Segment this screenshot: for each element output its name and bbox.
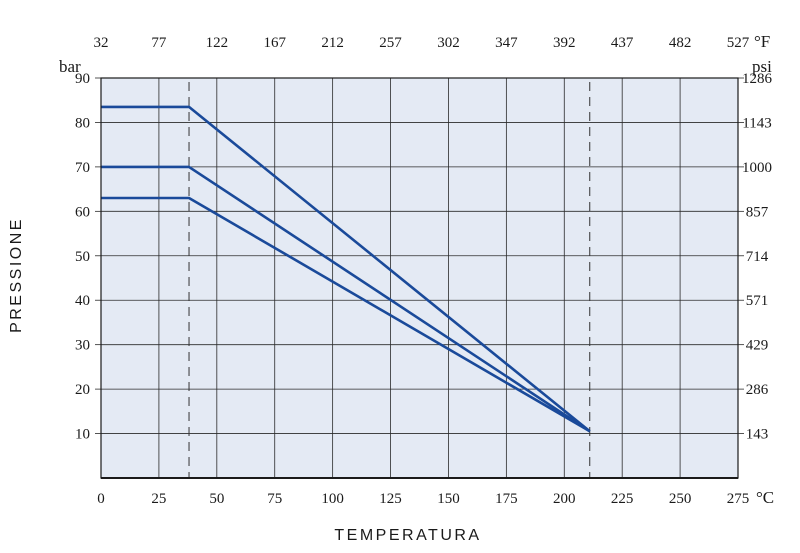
series-lines: [101, 105, 591, 433]
x-tick-label: 125: [379, 491, 402, 507]
x-top-tick-label: 437: [611, 35, 634, 51]
x-top-tick-label: 122: [206, 35, 229, 51]
y-tick-label: 40: [75, 293, 90, 309]
x-top-tick-label: 167: [263, 35, 286, 51]
series-line-2: [101, 165, 591, 433]
y-right-tick-label: 429: [746, 338, 769, 354]
plot-area: [101, 78, 738, 478]
reference-lines: [188, 82, 591, 478]
y-tick-label: 90: [75, 71, 90, 87]
x-tick-label: 275: [727, 491, 750, 507]
x-top-tick-label: 77: [151, 35, 167, 51]
grid: [95, 77, 744, 478]
y-right-tick-label: 1286: [742, 71, 773, 87]
x-top-tick-label: 257: [379, 35, 402, 51]
x-tick-label: 225: [611, 491, 634, 507]
y-tick-label: 20: [75, 382, 90, 398]
series-line-1: [101, 105, 591, 433]
x-top-tick-label: 32: [94, 35, 109, 51]
y-axis-title: PRESSIONE: [8, 217, 25, 333]
x-axis-title: TEMPERATURA: [334, 527, 481, 544]
x-tick-label: 175: [495, 491, 518, 507]
y-right-tick-label: 143: [746, 427, 769, 443]
y-right-tick-label: 857: [746, 204, 769, 220]
y-tick-label: 30: [75, 338, 90, 354]
x-top-tick-label: 347: [495, 35, 518, 51]
x-unit-bottom: °C: [756, 488, 774, 507]
x-tick-label: 100: [321, 491, 344, 507]
series-line-3: [101, 196, 591, 433]
x-tick-label: 150: [437, 491, 460, 507]
y-right-tick-label: 1000: [742, 160, 772, 176]
y-right-tick-label: 714: [746, 249, 769, 265]
y-right-tick-label: 286: [746, 382, 769, 398]
x-tick-label: 200: [553, 491, 576, 507]
y-unit-left: bar: [59, 57, 81, 76]
x-unit-top: °F: [754, 32, 770, 51]
x-top-tick-label: 527: [727, 35, 750, 51]
x-top-tick-label: 392: [553, 35, 576, 51]
x-tick-label: 50: [209, 491, 224, 507]
y-right-tick-label: 571: [746, 293, 769, 309]
x-tick-label: 0: [97, 491, 105, 507]
x-tick-label: 250: [669, 491, 692, 507]
x-top-tick-label: 482: [669, 35, 692, 51]
y-tick-label: 60: [75, 204, 90, 220]
plot-frame: [100, 77, 739, 479]
y-unit-right: psi: [752, 57, 772, 76]
x-top-tick-label: 212: [321, 35, 344, 51]
tick-labels: 0 32 25 77 50 122 75 167 100 212 125 257 150 302 175 34…: [75, 35, 773, 507]
y-right-tick-label: 1143: [742, 115, 771, 131]
y-tick-label: 80: [75, 115, 90, 131]
x-top-tick-label: 302: [437, 35, 460, 51]
y-tick-label: 50: [75, 249, 90, 265]
x-tick-label: 75: [267, 491, 282, 507]
y-tick-label: 70: [75, 160, 90, 176]
y-tick-label: 10: [75, 427, 90, 443]
x-tick-label: 25: [151, 491, 166, 507]
